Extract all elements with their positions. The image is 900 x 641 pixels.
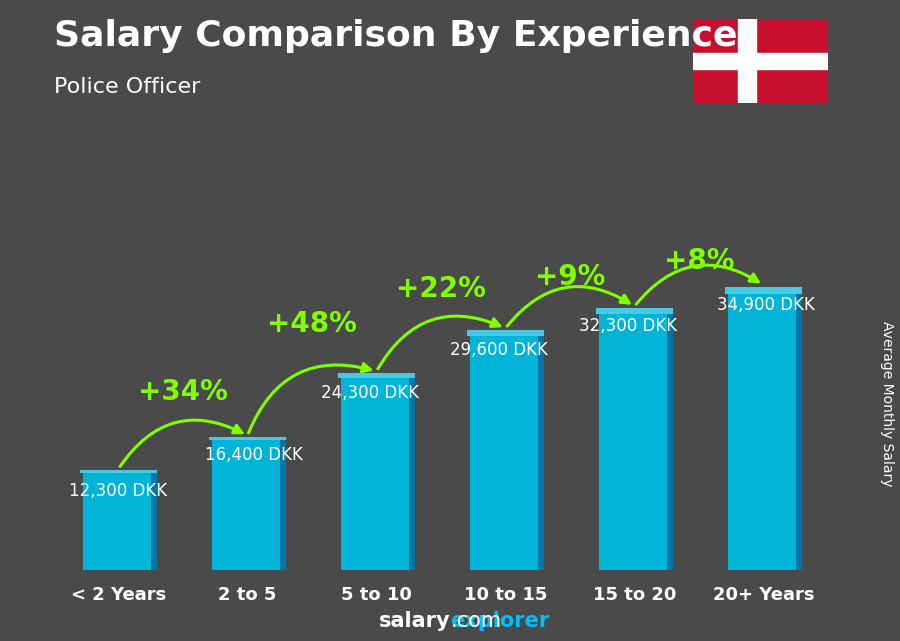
Bar <box>738 19 756 103</box>
Bar <box>409 373 415 570</box>
Bar <box>209 437 286 440</box>
Bar <box>280 437 286 570</box>
Bar <box>728 287 799 570</box>
Text: 29,600 DKK: 29,600 DKK <box>450 341 548 359</box>
Text: salary: salary <box>378 612 450 631</box>
Bar <box>796 287 802 570</box>
Text: Police Officer: Police Officer <box>54 77 201 97</box>
Bar <box>537 330 544 570</box>
Bar <box>341 373 412 570</box>
Text: explorer: explorer <box>450 612 549 631</box>
Text: Salary Comparison By Experience: Salary Comparison By Experience <box>54 19 737 53</box>
Bar <box>470 330 541 570</box>
Bar <box>80 470 158 473</box>
Text: 24,300 DKK: 24,300 DKK <box>321 384 419 403</box>
Bar <box>599 308 670 570</box>
Text: Average Monthly Salary: Average Monthly Salary <box>879 321 894 487</box>
Text: 34,900 DKK: 34,900 DKK <box>717 296 815 313</box>
Text: +34%: +34% <box>138 378 228 406</box>
Bar <box>724 287 802 294</box>
Text: 12,300 DKK: 12,300 DKK <box>69 482 167 500</box>
Bar <box>467 330 544 336</box>
Text: +8%: +8% <box>663 247 734 275</box>
Text: .com: .com <box>451 612 502 631</box>
Bar <box>150 470 158 570</box>
Text: 16,400 DKK: 16,400 DKK <box>205 446 303 464</box>
Bar <box>338 373 415 378</box>
Bar <box>596 308 673 315</box>
Bar <box>212 437 283 570</box>
Text: +9%: +9% <box>535 263 605 291</box>
Text: +22%: +22% <box>396 275 486 303</box>
Text: +48%: +48% <box>267 310 357 338</box>
Bar <box>667 308 673 570</box>
Bar <box>693 53 828 69</box>
Text: 32,300 DKK: 32,300 DKK <box>579 317 677 335</box>
Bar <box>83 470 154 570</box>
